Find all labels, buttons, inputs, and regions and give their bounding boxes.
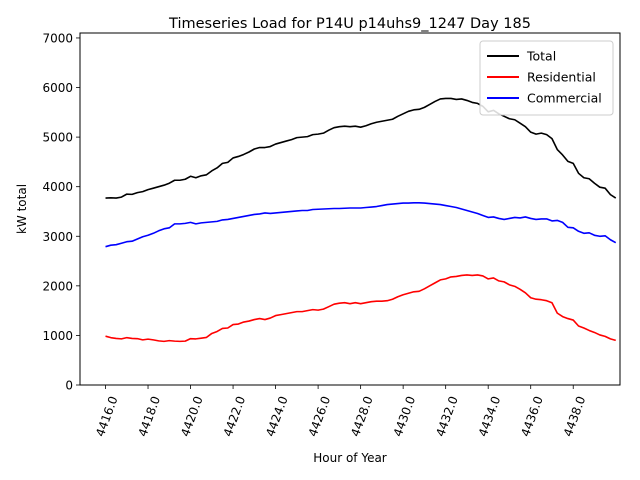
series-line-residential xyxy=(105,274,616,343)
series-layer xyxy=(105,97,617,343)
y-tick-label: 6000 xyxy=(42,81,73,95)
x-tick-label: 4432.0 xyxy=(433,394,461,438)
legend: Total Residential Commercial xyxy=(479,40,614,116)
x-tick-label: 4426.0 xyxy=(306,394,334,438)
y-tick-label: 5000 xyxy=(42,131,73,145)
y-axis-label: kW total xyxy=(15,184,29,234)
legend-box xyxy=(479,40,614,116)
x-axis-label: Hour of Year xyxy=(313,451,387,465)
legend-label-commercial: Commercial xyxy=(527,91,602,106)
y-tick-label: 0 xyxy=(65,379,73,393)
x-tick-label: 4422.0 xyxy=(221,394,249,438)
x-tick-label: 4434.0 xyxy=(476,394,504,438)
x-tick-label: 4436.0 xyxy=(518,394,546,438)
x-tick-label: 4416.0 xyxy=(93,394,121,438)
x-tick-label: 4438.0 xyxy=(561,394,589,438)
y-tick-label: 7000 xyxy=(42,31,73,45)
y-axis: 0 1000 2000 3000 4000 5000 6000 7000 xyxy=(42,31,80,393)
y-tick-label: 3000 xyxy=(42,230,73,244)
y-tick-label: 2000 xyxy=(42,279,73,293)
series-line-commercial xyxy=(105,202,617,248)
x-axis: 4416.0 4418.0 4420.0 4422.0 4424.0 4426.0 4428… xyxy=(93,385,588,439)
chart-title: Timeseries Load for P14U p14uhs9_1247 Da… xyxy=(168,16,531,32)
x-tick-label: 4430.0 xyxy=(391,394,419,438)
y-tick-label: 4000 xyxy=(42,180,73,194)
x-tick-label: 4424.0 xyxy=(263,394,291,438)
plot-area-frame xyxy=(79,32,621,386)
x-tick-label: 4428.0 xyxy=(348,394,376,438)
y-tick-label: 1000 xyxy=(42,329,73,343)
legend-label-residential: Residential xyxy=(527,70,596,85)
series-line-total xyxy=(105,97,617,199)
x-tick-label: 4418.0 xyxy=(136,394,164,438)
x-tick-label: 4420.0 xyxy=(178,394,206,438)
legend-label-total: Total xyxy=(526,49,556,64)
